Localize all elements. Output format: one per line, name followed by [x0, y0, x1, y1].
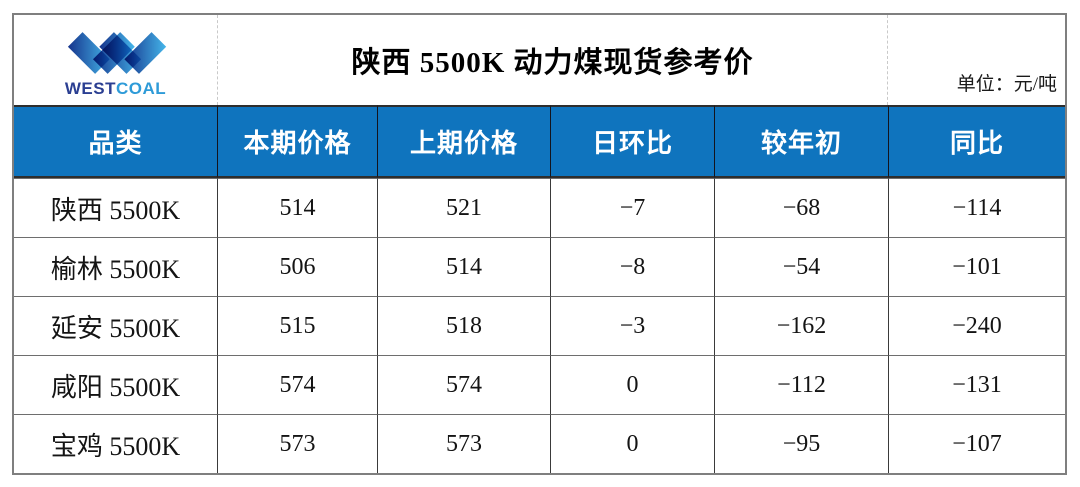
cell-category: 延安 5500K: [14, 296, 217, 355]
cell-ytd-change: −162: [714, 296, 888, 355]
cell-category: 榆林 5500K: [14, 237, 217, 296]
cell-category: 陕西 5500K: [14, 178, 217, 237]
cell-yoy-change: −114: [888, 178, 1065, 237]
cell-day-change: 0: [550, 355, 714, 414]
cell-day-change: −7: [550, 178, 714, 237]
cell-previous-price: 521: [377, 178, 550, 237]
cell-day-change: −3: [550, 296, 714, 355]
logo-text-west: WEST: [64, 78, 116, 98]
cell-ytd-change: −112: [714, 355, 888, 414]
cell-day-change: 0: [550, 414, 714, 473]
cell-current-price: 515: [217, 296, 377, 355]
column-header-day-change: 日环比: [550, 105, 714, 178]
cell-yoy-change: −101: [888, 237, 1065, 296]
cell-yoy-change: −240: [888, 296, 1065, 355]
cell-category: 宝鸡 5500K: [14, 414, 217, 473]
cell-previous-price: 514: [377, 237, 550, 296]
column-header-ytd-change: 较年初: [714, 105, 888, 178]
column-header-previous-price: 上期价格: [377, 105, 550, 178]
cell-day-change: −8: [550, 237, 714, 296]
cell-ytd-change: −54: [714, 237, 888, 296]
cell-ytd-change: −68: [714, 178, 888, 237]
cell-previous-price: 518: [377, 296, 550, 355]
cell-category: 咸阳 5500K: [14, 355, 217, 414]
price-table: WESTCOAL 陕西 5500K 动力煤现货参考价 单位：元/吨 品类 本期价…: [12, 13, 1067, 475]
cell-current-price: 506: [217, 237, 377, 296]
cell-current-price: 573: [217, 414, 377, 473]
cell-ytd-change: −95: [714, 414, 888, 473]
westcoal-w-icon: [67, 31, 166, 74]
cell-current-price: 574: [217, 355, 377, 414]
unit-label: 单位：元/吨: [888, 15, 1065, 105]
cell-yoy-change: −107: [888, 414, 1065, 473]
logo-text-coal: COAL: [115, 78, 167, 98]
cell-previous-price: 573: [377, 414, 550, 473]
brand-logo: WESTCOAL: [14, 15, 217, 105]
column-header-category: 品类: [14, 105, 217, 178]
column-header-current-price: 本期价格: [217, 105, 377, 178]
logo-wordmark: WESTCOAL: [65, 80, 166, 97]
cell-previous-price: 574: [377, 355, 550, 414]
column-header-yoy-change: 同比: [888, 105, 1065, 178]
cell-yoy-change: −131: [888, 355, 1065, 414]
report-title: 陕西 5500K 动力煤现货参考价: [217, 15, 888, 105]
cell-current-price: 514: [217, 178, 377, 237]
